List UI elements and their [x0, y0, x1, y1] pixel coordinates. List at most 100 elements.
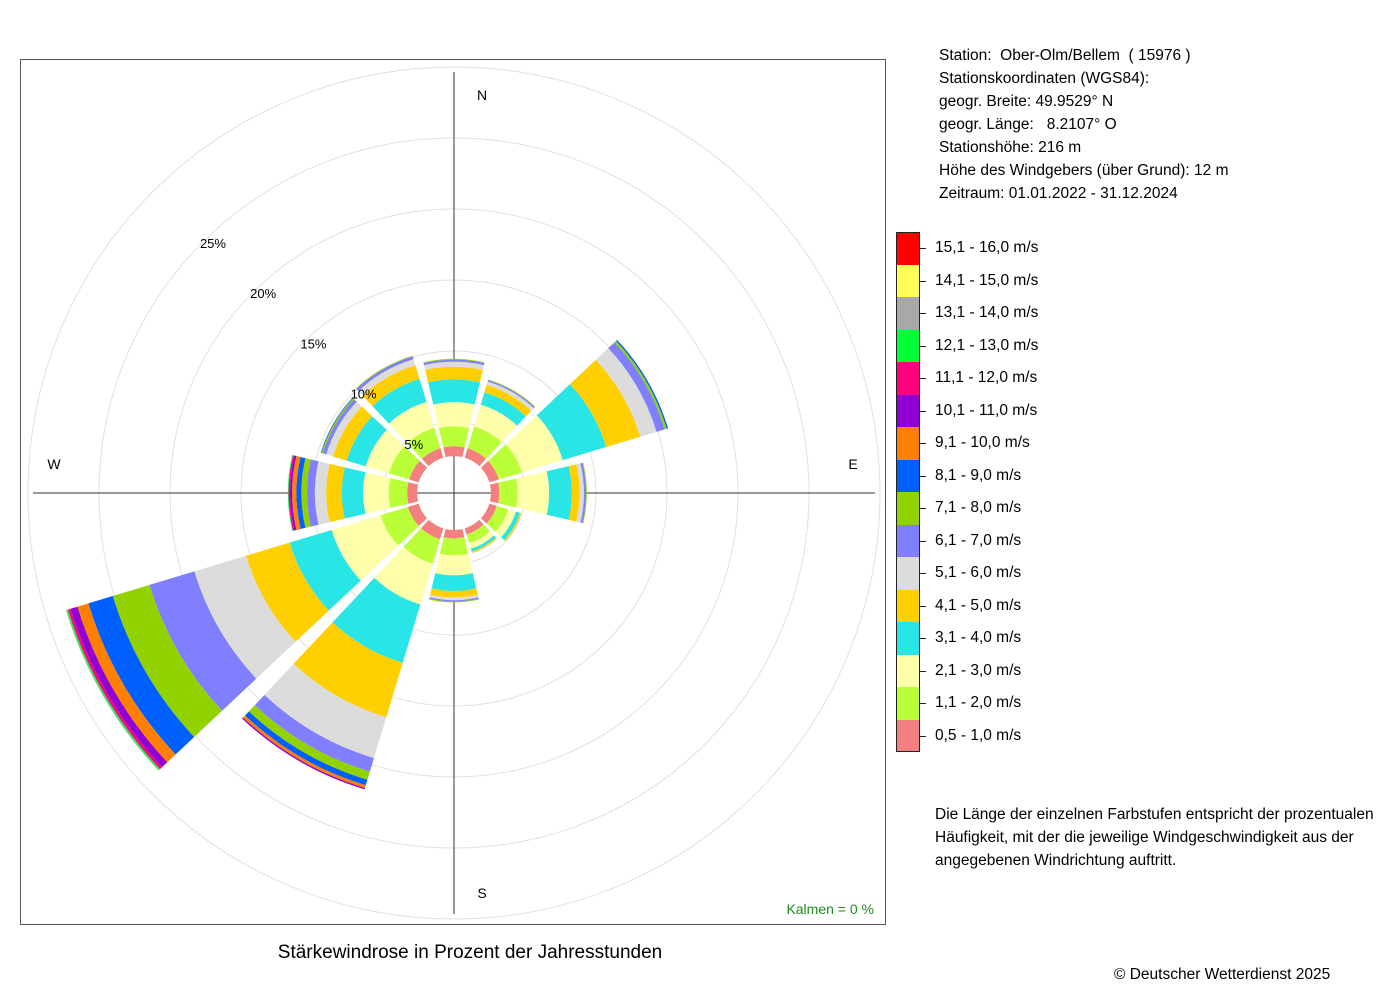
legend-label: 1,1 - 2,0 m/s: [935, 694, 1022, 711]
sector-300-class-1: [409, 460, 428, 483]
sector-330-class-4: [372, 378, 427, 424]
legend-item: 6,1 - 7,0 m/s: [896, 524, 1316, 557]
legend-swatch: [896, 329, 920, 362]
station-height-text: Stationshöhe: 216 m: [939, 139, 1082, 156]
sector-270-class-1: [407, 482, 419, 504]
sector-60-class-1: [480, 460, 499, 483]
sector-120-class-4: [501, 511, 520, 541]
sector-270-class-9: [296, 457, 306, 529]
sector-0-class-5: [425, 366, 483, 383]
sector-240-class-3: [331, 515, 399, 581]
sector-330-class-6: [358, 359, 416, 396]
compass-label-n: N: [477, 87, 487, 103]
legend-tick: [920, 508, 926, 509]
sector-30-class-3: [474, 404, 518, 443]
grid-ring-30: [27, 66, 881, 920]
legend-tick: [920, 703, 926, 704]
station-info-panel: Station: Ober-Olm/Bellem ( 15976 ) Stati…: [939, 44, 1228, 205]
legend-frame: [896, 232, 920, 752]
coordinates-heading: Stationskoordinaten (WGS84):: [939, 70, 1150, 87]
sector-240-class-2: [380, 506, 419, 546]
compass-label-s: S: [477, 885, 486, 901]
legend-tick: [920, 670, 926, 672]
chart-title: Stärkewindrose in Prozent der Jahresstun…: [277, 942, 663, 963]
sector-90-class-3: [516, 471, 550, 515]
sector-270-class-3: [363, 472, 391, 514]
sector-270-class-2: [388, 478, 409, 508]
sector-120-class-2: [486, 505, 509, 532]
sector-180-class-3: [435, 553, 473, 576]
sector-30-class-1: [464, 448, 487, 467]
sector-150-class-2: [466, 524, 490, 544]
legend-item: 9,1 - 10,0 m/s: [896, 427, 1316, 460]
sector-300-class-7: [322, 399, 357, 455]
sector-0-class-2: [438, 426, 470, 448]
sector-150-class-4: [470, 535, 496, 552]
sector-240-class-9: [88, 596, 195, 755]
legend-tick: [920, 313, 926, 314]
latitude-text: geogr. Breite: 49.9529° N: [939, 93, 1114, 110]
legend-item: 7,1 - 8,0 m/s: [896, 492, 1316, 525]
sector-150-class-5: [471, 537, 497, 553]
sector-300-class-4: [346, 416, 387, 467]
sector-30-class-7: [487, 380, 535, 409]
sector-0-class-3: [433, 402, 475, 429]
legend-tick: [920, 605, 926, 607]
sector-300-class-6: [326, 401, 362, 457]
sector-210-class-3: [374, 546, 433, 605]
sector-270-class-11: [289, 455, 297, 531]
sector-210-class-1: [420, 519, 444, 540]
sector-330-class-1: [421, 448, 444, 467]
legend-tick: [920, 573, 926, 574]
legend-item: 12,1 - 13,0 m/s: [896, 329, 1316, 362]
sector-90-class-8: [582, 462, 587, 524]
legend-tick: [920, 378, 926, 379]
sector-210-class-5: [293, 622, 403, 718]
legend-label: 6,1 - 7,0 m/s: [935, 531, 1022, 549]
ring-label-25: 25%: [200, 236, 226, 251]
sector-90-class-1: [489, 482, 500, 504]
legend-label: 11,1 - 12,0 m/s: [935, 369, 1038, 386]
legend-item: 0,5 - 1,0 m/s: [896, 719, 1316, 752]
sector-0-class-8: [423, 358, 485, 364]
legend-tick: [920, 280, 926, 282]
sector-180-class-5: [430, 588, 478, 598]
sector-180-class-4: [431, 573, 477, 591]
sector-60-class-6: [595, 348, 657, 437]
sector-30-class-4: [480, 392, 526, 426]
sector-300-class-2: [388, 446, 420, 480]
sector-120-class-1: [480, 503, 497, 524]
sector-120-class-5: [504, 512, 522, 542]
legend-item: 5,1 - 6,0 m/s: [896, 557, 1316, 590]
sector-330-class-5: [362, 365, 420, 407]
calm-label: Kalmen = 0 %: [786, 901, 874, 917]
legend-item: 10,1 - 11,0 m/s: [896, 394, 1316, 427]
legend-tick: [920, 540, 926, 542]
sector-240-class-8: [112, 584, 223, 737]
period-text: Zeitraum: 01.01.2022 - 31.12.2024: [939, 185, 1178, 202]
sector-120-class-3: [495, 509, 516, 538]
sector-240-class-4: [289, 529, 361, 611]
sector-270-class-4: [341, 467, 366, 519]
longitude-text: geogr. Länge: 8.2107° O: [939, 116, 1117, 133]
sector-210-class-4: [332, 577, 421, 663]
sector-240-class-10: [77, 603, 176, 763]
legend-tick: [920, 475, 926, 477]
sector-210-class-2: [403, 528, 441, 564]
sector-330-class-7: [356, 356, 414, 392]
copyright-text: © Deutscher Wetterdienst 2025: [1114, 966, 1331, 983]
sector-240-class-11: [70, 606, 168, 768]
legend-tick: [920, 345, 926, 347]
ring-label-20: 20%: [250, 286, 276, 301]
legend-label: 7,1 - 8,0 m/s: [935, 499, 1022, 516]
ring-label-5: 5%: [404, 437, 423, 452]
sector-60-class-3: [505, 415, 563, 473]
sector-240-class-7: [149, 571, 257, 711]
legend-label: 9,1 - 10,0 m/s: [935, 434, 1030, 451]
legend-label: 12,1 - 13,0 m/s: [935, 336, 1039, 354]
sector-240-class-6: [194, 555, 296, 679]
sector-90-class-2: [498, 478, 518, 508]
sector-270-class-5: [326, 463, 345, 523]
legend-label: 0,5 - 1,0 m/s: [935, 726, 1022, 744]
sector-330-class-2: [407, 427, 441, 459]
